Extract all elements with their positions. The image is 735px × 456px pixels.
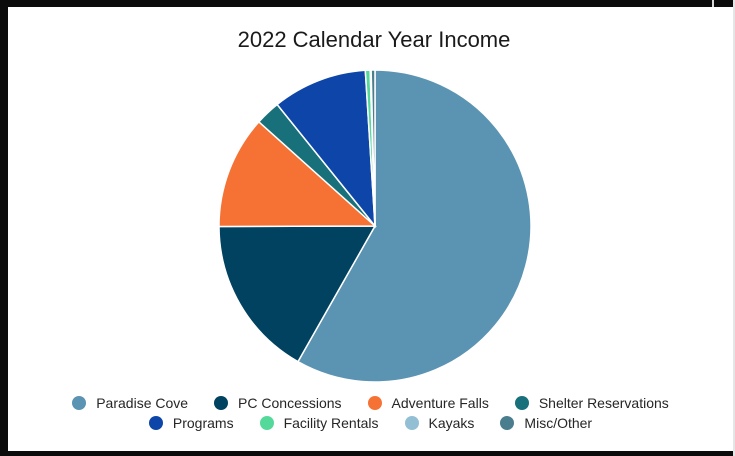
- legend-label: Facility Rentals: [283, 415, 379, 431]
- legend-swatch: [148, 416, 163, 430]
- pie-slice-adventure-falls[interactable]: [218, 120, 377, 228]
- legend-item-misc-other[interactable]: Misc/Other: [500, 415, 592, 431]
- legend-label: Misc/Other: [524, 415, 593, 431]
- pie-slice-misc-other[interactable]: [370, 69, 376, 227]
- legend-label: Kayaks: [428, 415, 475, 431]
- legend-swatch: [404, 416, 419, 430]
- legend-item-kayaks[interactable]: Kayaks: [404, 415, 475, 431]
- card-right-edge: [733, 0, 735, 456]
- chart-legend: Paradise Cove PC Concessions Adventure Fal…: [8, 393, 733, 433]
- legend-swatch: [214, 396, 229, 410]
- legend-item-shelter-reservations[interactable]: Shelter Reservations: [514, 395, 669, 411]
- legend-label: Adventure Falls: [391, 395, 489, 411]
- legend-item-programs[interactable]: Programs: [148, 415, 234, 431]
- legend-item-adventure-falls[interactable]: Adventure Falls: [367, 395, 489, 411]
- legend-label: Shelter Reservations: [538, 395, 669, 411]
- legend-row: Programs Facility Rentals Kayaks Misc/Other: [8, 413, 733, 433]
- legend-row: Paradise Cove PC Concessions Adventure Fal…: [8, 393, 733, 413]
- legend-swatch: [259, 416, 274, 430]
- legend-item-facility-rentals[interactable]: Facility Rentals: [259, 415, 379, 431]
- legend-swatch: [514, 396, 529, 410]
- chart-title: 2022 Calendar Year Income: [237, 27, 511, 52]
- legend-swatch: [500, 416, 515, 430]
- legend-swatch: [72, 396, 87, 410]
- pie-slice-paradise-cove[interactable]: [296, 69, 532, 383]
- legend-swatch: [367, 396, 382, 410]
- window-top-border: [0, 0, 735, 7]
- legend-item-paradise-cove[interactable]: Paradise Cove: [72, 395, 188, 411]
- legend-label: Paradise Cove: [96, 395, 189, 411]
- pie-slice-programs[interactable]: [276, 69, 376, 229]
- legend-label: Programs: [172, 415, 234, 431]
- pie-slice-pc-concessions[interactable]: [218, 225, 377, 363]
- legend-item-pc-concessions[interactable]: PC Concessions: [214, 395, 342, 411]
- legend-label: PC Concessions: [238, 395, 342, 411]
